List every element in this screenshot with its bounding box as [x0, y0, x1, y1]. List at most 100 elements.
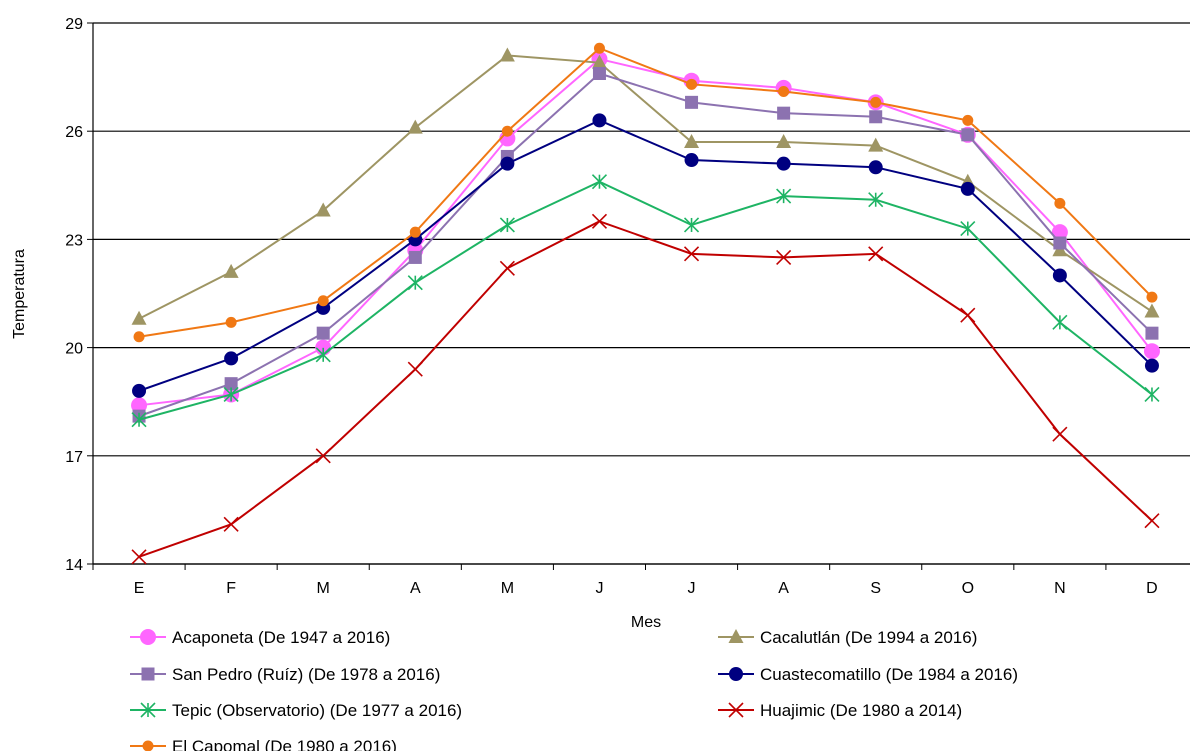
x-tick-label: J [688, 580, 696, 597]
y-axis-title: Temperatura [11, 249, 28, 339]
label-layer: Mes Temperatura [11, 249, 661, 631]
legend-swatch-marker [728, 629, 744, 643]
x-tick-label: E [134, 580, 145, 597]
data-point [131, 397, 148, 414]
data-point [499, 47, 515, 62]
data-point-stroke [407, 361, 423, 377]
data-point [778, 86, 790, 98]
y-tick-label: 20 [65, 341, 83, 358]
x-axis-title: Mes [631, 614, 661, 631]
series-line [138, 220, 1153, 558]
legend-item: San Pedro (Ruíz) (De 1978 a 2016) [130, 665, 440, 684]
data-point [868, 137, 884, 152]
legend-label: Acaponeta (De 1947 a 2016) [172, 628, 390, 647]
legend-swatch-marker [140, 629, 156, 645]
series-line [138, 119, 1153, 392]
axis-layer: 14 17 20 23 26 29 E F M A M J J A S O N D [65, 16, 1190, 597]
data-point [407, 361, 423, 377]
legend-label: Tepic (Observatorio) (De 1977 a 2016) [172, 701, 462, 720]
data-point [1052, 268, 1067, 283]
data-point-stroke [1052, 426, 1068, 442]
data-point-stroke [728, 702, 744, 718]
data-point-stroke [315, 448, 331, 464]
data-point [591, 54, 607, 69]
data-point [684, 153, 699, 168]
x-tick-label: A [778, 580, 789, 597]
series-line [138, 57, 1153, 407]
data-point [499, 260, 515, 276]
data-point [776, 134, 792, 149]
legend-label: Huajimic (De 1980 a 2014) [760, 701, 962, 720]
data-point [501, 125, 513, 137]
series-2 [132, 66, 1159, 423]
data-point [1052, 426, 1068, 442]
grid-layer [93, 22, 1190, 565]
data-point [1144, 303, 1160, 318]
series-line [138, 47, 1153, 338]
data-point [868, 246, 884, 262]
x-tick-label: F [226, 580, 236, 597]
data-point [224, 377, 238, 391]
data-point [1144, 386, 1160, 403]
data-point [500, 156, 515, 171]
data-point [223, 263, 239, 278]
series-line [138, 72, 1153, 418]
x-tick-label: A [410, 580, 421, 597]
x-tick-label: M [501, 580, 514, 597]
data-point [870, 96, 882, 108]
legend-swatch-marker [141, 667, 155, 681]
series-line [138, 180, 1153, 421]
data-point-stroke [131, 549, 147, 565]
legend-swatch-marker [140, 702, 156, 718]
y-tick-label: 17 [65, 449, 83, 466]
data-point [317, 295, 329, 307]
series-6 [133, 42, 1158, 343]
legend-label: Cacalutlán (De 1994 a 2016) [760, 628, 977, 647]
data-point [1145, 326, 1159, 340]
data-point [315, 202, 331, 217]
legend-item: Cuastecomatillo (De 1984 a 2016) [718, 665, 1018, 684]
legend-label: Cuastecomatillo (De 1984 a 2016) [760, 665, 1018, 684]
data-point-stroke [499, 260, 515, 276]
series-line [138, 54, 1153, 320]
data-point [776, 188, 792, 204]
legend-item: El Capomal (De 1980 a 2016) [130, 737, 397, 756]
data-point [591, 174, 608, 190]
data-point-stroke [868, 246, 884, 262]
legend-swatch-marker [728, 702, 744, 718]
data-point [869, 110, 883, 124]
data-point [961, 128, 975, 142]
data-point [684, 134, 700, 149]
data-point-stroke [1144, 513, 1160, 529]
data-point [316, 326, 330, 340]
legend-item: Tepic (Observatorio) (De 1977 a 2016) [130, 701, 462, 720]
series-3 [132, 113, 1159, 398]
data-point [685, 95, 699, 109]
data-point [407, 275, 423, 291]
legend-item: Huajimic (De 1980 a 2014) [718, 701, 962, 720]
data-point [133, 331, 145, 343]
data-point [776, 249, 792, 265]
data-point [960, 221, 976, 237]
data-point [132, 383, 147, 398]
legend-item: Cacalutlán (De 1994 a 2016) [718, 628, 977, 647]
legend-item: Acaponeta (De 1947 a 2016) [130, 628, 390, 647]
data-point [1054, 197, 1066, 209]
data-point [868, 192, 884, 208]
series-1 [131, 47, 1160, 325]
data-point [223, 386, 239, 403]
data-point [224, 351, 239, 366]
legend: Acaponeta (De 1947 a 2016) Cacalutlán (De… [130, 628, 1018, 756]
series-5 [131, 213, 1160, 565]
legend-swatch-marker [142, 740, 154, 752]
legend-swatch-marker [729, 667, 743, 681]
data-point-stroke [960, 307, 976, 323]
data-point [409, 226, 421, 238]
legend-label: San Pedro (Ruíz) (De 1978 a 2016) [172, 665, 440, 684]
data-point [407, 119, 423, 134]
data-point [1144, 358, 1159, 373]
data-point-stroke [683, 246, 700, 262]
series-0 [131, 51, 1160, 414]
